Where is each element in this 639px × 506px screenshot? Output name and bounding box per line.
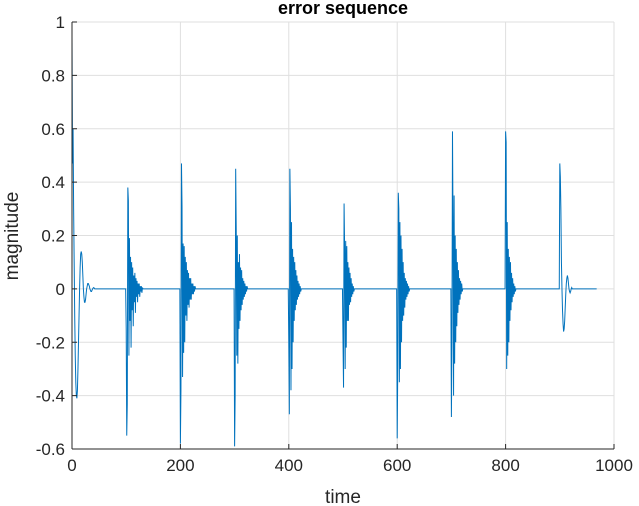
x-tick-label: 600 — [383, 456, 411, 475]
y-tick-label: -0.4 — [36, 387, 65, 406]
y-tick-label: -0.6 — [36, 440, 65, 459]
x-tick-label: 200 — [166, 456, 194, 475]
plot-area — [71, 35, 597, 447]
x-tick-label: 0 — [67, 456, 76, 475]
y-axis-label: magnitude — [2, 192, 23, 281]
y-tick-label: 0.8 — [41, 66, 65, 85]
chart-title: error sequence — [278, 0, 408, 18]
x-tick-label: 1000 — [595, 456, 633, 475]
x-axis-label: time — [325, 487, 361, 506]
axes: 0 200 400 600 800 1000 -0.6 -0.4 -0.2 0 0.2 0.4 0.6 0… — [36, 13, 633, 475]
x-tick-label: 800 — [491, 456, 519, 475]
y-tick-label: 0.2 — [41, 227, 65, 246]
series-line — [71, 35, 597, 447]
y-tick-label: 1 — [56, 13, 65, 32]
grid — [71, 21, 615, 450]
x-tick-label: 400 — [275, 456, 303, 475]
y-tick-label: 0.4 — [41, 173, 65, 192]
y-tick-label: 0 — [56, 280, 65, 299]
y-tick-label: -0.2 — [36, 333, 65, 352]
y-tick-label: 0.6 — [41, 120, 65, 139]
